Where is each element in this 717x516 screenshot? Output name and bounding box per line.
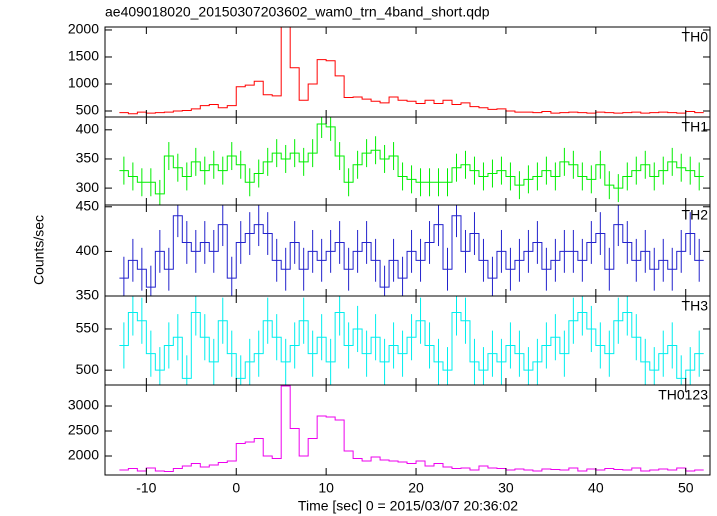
panel-label: TH0 — [682, 29, 709, 45]
x-tick-label: -10 — [136, 480, 156, 496]
x-tick-label: 20 — [408, 480, 424, 496]
panel-data — [119, 296, 704, 385]
y-tick-label: 550 — [76, 320, 100, 336]
x-tick-label: 10 — [318, 480, 334, 496]
x-tick-label: 0 — [232, 480, 240, 496]
x-tick-label: 50 — [678, 480, 694, 496]
y-tick-label: 2000 — [68, 447, 99, 463]
y-tick-label: 350 — [76, 150, 100, 166]
chart-title: ae409018020_20150307203602_wam0_trn_4ban… — [105, 4, 490, 20]
panel-frame — [104, 384, 711, 476]
y-tick-label: 300 — [76, 179, 100, 195]
panel-label: TH3 — [682, 298, 709, 314]
panel-label: TH2 — [682, 207, 709, 223]
y-tick-label: 500 — [76, 102, 100, 118]
y-tick-label: 500 — [76, 361, 100, 377]
step-line — [119, 215, 704, 288]
panel-data — [119, 205, 704, 296]
y-tick-label: 350 — [76, 287, 100, 303]
step-line — [119, 27, 704, 115]
y-tick-label: 400 — [76, 121, 100, 137]
x-tick-label: 40 — [588, 480, 604, 496]
panel-label: TH1 — [682, 119, 709, 135]
y-tick-label: 1000 — [68, 75, 99, 91]
x-axis-label: Time [sec] 0 = 2015/03/07 20:36:02 — [298, 498, 518, 514]
y-tick-label: 400 — [76, 242, 100, 258]
y-tick-label: 1500 — [68, 48, 99, 64]
step-line — [119, 123, 704, 195]
y-axis-label: Counts/sec — [31, 215, 47, 285]
panel-data — [119, 385, 704, 472]
y-tick-label: 3000 — [68, 397, 99, 413]
y-tick-label: 2000 — [68, 21, 99, 37]
x-tick-label: 30 — [498, 480, 514, 496]
step-line — [119, 385, 704, 472]
panel-label: TH0123 — [658, 387, 708, 403]
y-tick-label: 2500 — [68, 422, 99, 438]
y-tick-label: 450 — [76, 197, 100, 213]
panel-data — [119, 117, 704, 205]
panel-frame — [104, 26, 711, 118]
panel-data — [119, 27, 704, 115]
